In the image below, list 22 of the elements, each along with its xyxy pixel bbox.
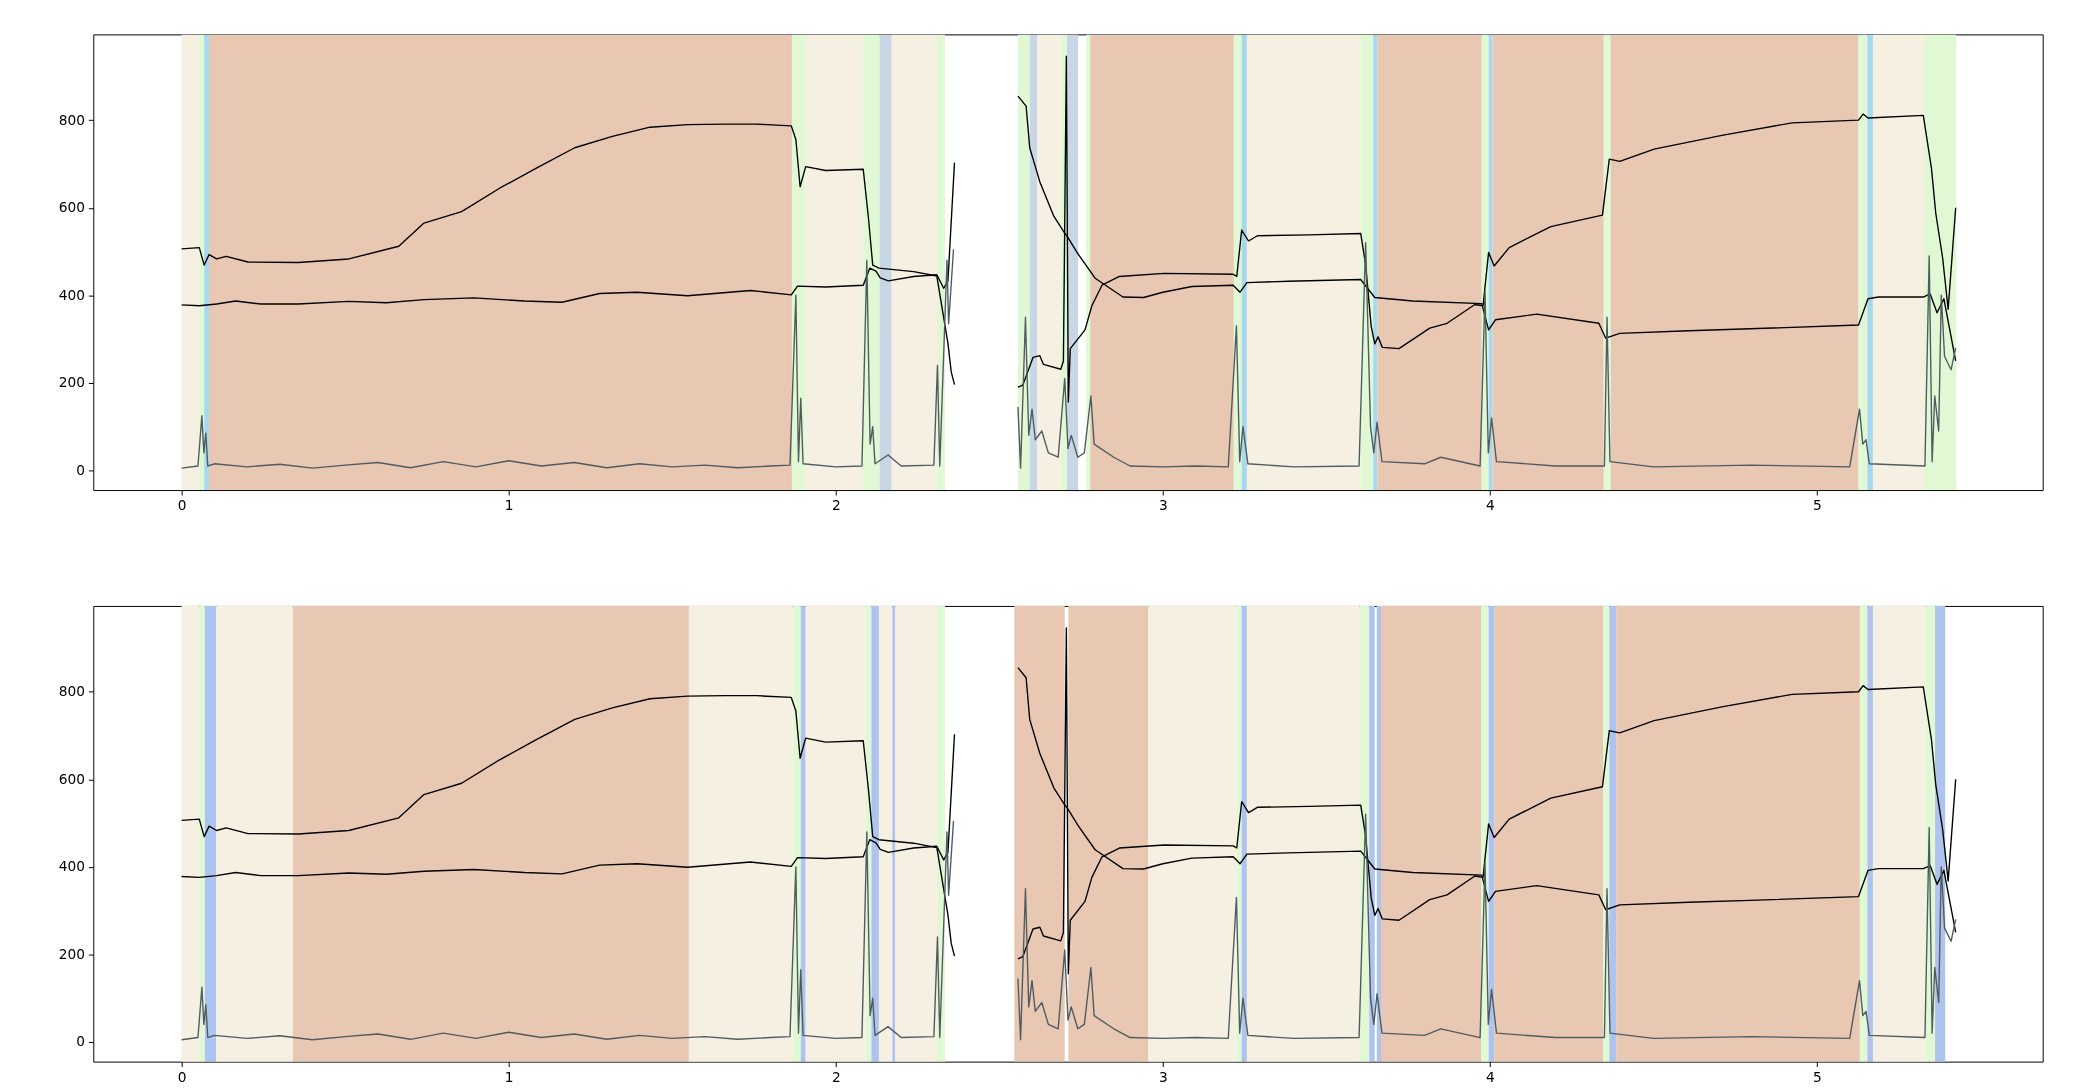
x-tick-label: 4	[1486, 1068, 1495, 1085]
y-tick-label: 600	[58, 199, 85, 216]
y-tick-label: 800	[58, 111, 85, 128]
y-tick-label: 600	[58, 770, 85, 787]
y-tick-label: 400	[58, 286, 85, 303]
y-tick-label: 0	[76, 1033, 85, 1050]
x-tick-label: 2	[831, 1068, 841, 1085]
y-tick-label: 200	[58, 945, 85, 962]
x-tick-label: 0	[177, 1068, 187, 1085]
x-tick-label: 5	[1813, 497, 1822, 514]
x-tick-label: 4	[1486, 497, 1495, 514]
x-tick-label: 5	[1813, 1068, 1822, 1085]
x-tick-label: 1	[504, 497, 514, 514]
y-tick-label: 200	[58, 374, 85, 391]
x-tick-label: 3	[1158, 1068, 1168, 1085]
x-tick-label: 2	[831, 497, 841, 514]
x-tick-label: 0	[177, 497, 187, 514]
x-tick-label: 3	[1158, 497, 1168, 514]
x-tick-label: 1	[504, 1068, 514, 1085]
y-tick-label: 0	[76, 461, 85, 478]
y-tick-label: 400	[58, 858, 85, 875]
y-tick-label: 800	[58, 683, 85, 700]
